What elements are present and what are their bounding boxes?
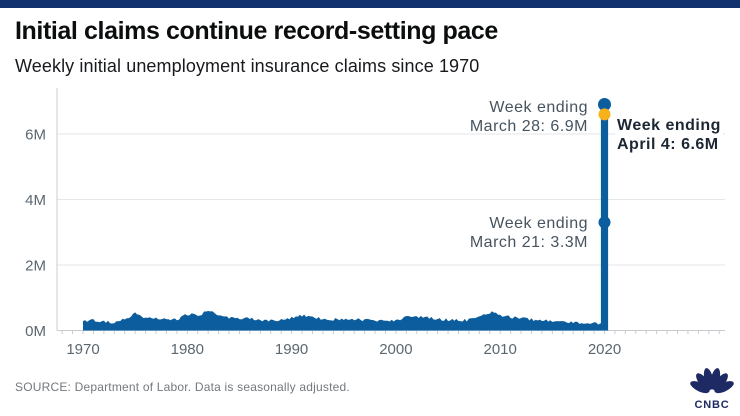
x-axis-label-1980: 1980 xyxy=(171,341,204,358)
source-note: SOURCE: Department of Labor. Data is sea… xyxy=(15,380,350,394)
annotation-march-28-line1: Week ending xyxy=(489,99,588,116)
annotation-march-28: Week ending March 28: 6.9M xyxy=(470,98,588,136)
x-axis-label-1990: 1990 xyxy=(275,341,308,358)
y-axis-label-6M: 6M xyxy=(25,127,46,144)
peacock-icon xyxy=(690,368,734,394)
annotation-april-4: Week ending April 4: 6.6M xyxy=(615,116,723,154)
cnbc-logo-text: CNBC xyxy=(695,399,730,411)
claims-area-series xyxy=(83,311,605,331)
cnbc-logo: CNBC xyxy=(690,368,734,411)
x-axis-label-1970: 1970 xyxy=(66,341,99,358)
marker-march-21 xyxy=(598,216,611,229)
y-axis-label-2M: 2M xyxy=(25,258,46,275)
x-axis-label-2000: 2000 xyxy=(379,341,412,358)
page-subtitle: Weekly initial unemployment insurance cl… xyxy=(15,56,480,76)
y-axis-label-4M: 4M xyxy=(25,192,46,209)
x-axis-label-2020: 2020 xyxy=(588,341,621,358)
annotation-march-28-line2: March 28: 6.9M xyxy=(469,118,588,135)
annotation-march-21: Week ending March 21: 3.3M xyxy=(470,214,588,252)
annotation-april-4-line2: April 4: 6.6M xyxy=(617,136,719,153)
marker-april-4 xyxy=(598,108,611,121)
annotation-march-21-line2: March 21: 3.3M xyxy=(469,234,588,251)
page-title: Initial claims continue record-setting p… xyxy=(15,17,498,45)
annotation-march-21-line1: Week ending xyxy=(489,215,588,232)
annotation-april-4-line1: Week ending xyxy=(617,117,721,134)
y-axis-label-0M: 0M xyxy=(25,323,46,340)
x-axis-label-2010: 2010 xyxy=(484,341,517,358)
brand-topbar xyxy=(0,0,740,8)
marker-march-28 xyxy=(598,98,611,111)
